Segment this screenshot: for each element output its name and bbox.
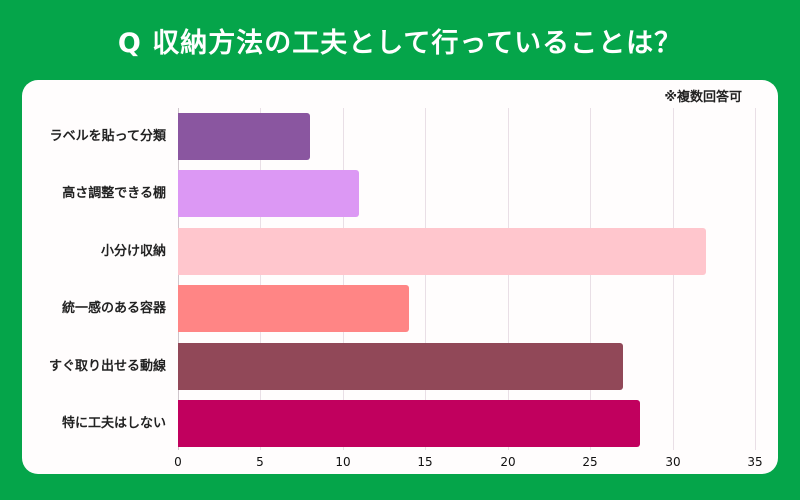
- x-tick-label: 5: [256, 455, 264, 469]
- x-tick-label: 25: [582, 455, 598, 469]
- category-label: 高さ調整できる棚: [62, 186, 166, 201]
- bar: [178, 343, 623, 390]
- bar: [178, 170, 359, 217]
- category-label: ラベルを貼って分類: [49, 129, 166, 144]
- gridline: [673, 108, 674, 450]
- gridline: [260, 108, 261, 450]
- x-tick-label: 10: [335, 455, 351, 469]
- chart-card: ※複数回答可 ラベルを貼って分類高さ調整できる棚小分け収納統一感のある容器すぐ取…: [22, 80, 778, 474]
- bar: [178, 285, 409, 332]
- x-tick-label: 30: [665, 455, 681, 469]
- x-tick-label: 20: [500, 455, 516, 469]
- gridline: [425, 108, 426, 450]
- gridline: [508, 108, 509, 450]
- bar: [178, 228, 706, 275]
- gridline: [755, 108, 756, 450]
- bar: [178, 113, 310, 160]
- gridline: [590, 108, 591, 450]
- x-tick-label: 15: [417, 455, 433, 469]
- category-label: すぐ取り出せる動線: [48, 359, 166, 374]
- y-axis-line: [178, 108, 179, 450]
- gridline: [343, 108, 344, 450]
- multiple-answers-note: ※複数回答可: [664, 90, 742, 105]
- chart-title: Q 収納方法の工夫として行っていることは？: [117, 27, 683, 59]
- category-label: 統一感のある容器: [61, 301, 166, 316]
- bar: [178, 400, 640, 447]
- category-label: 小分け収納: [100, 244, 166, 259]
- x-tick-label: 0: [174, 455, 182, 469]
- x-tick-label: 35: [747, 455, 763, 469]
- plot-area: ラベルを貼って分類高さ調整できる棚小分け収納統一感のある容器すぐ取り出せる動線特…: [49, 108, 763, 469]
- category-label: 特に工夫はしない: [61, 416, 166, 431]
